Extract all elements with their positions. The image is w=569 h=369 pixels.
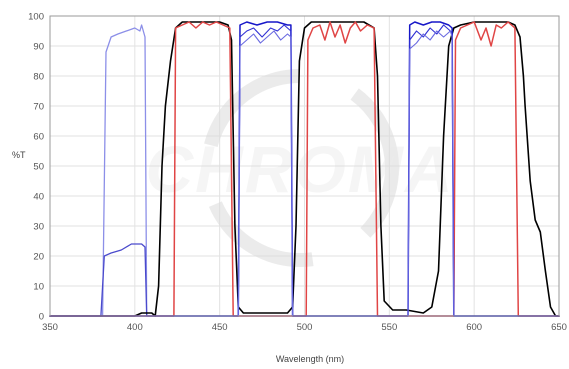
- y-tick-label: 60: [33, 132, 44, 143]
- watermark-text: CHROMA: [146, 132, 455, 206]
- x-axis-ticks: 350 400 450 500 550 600 650: [42, 322, 567, 333]
- y-axis-title: %T: [12, 150, 26, 160]
- watermark: CHROMA: [146, 69, 455, 267]
- x-tick-label: 600: [466, 322, 482, 333]
- y-tick-label: 0: [39, 312, 44, 323]
- x-tick-label: 400: [127, 322, 143, 333]
- y-tick-label: 70: [33, 102, 44, 113]
- plot-area-frame: [49, 15, 560, 317]
- y-tick-label: 90: [33, 42, 44, 53]
- y-tick-label: 10: [33, 282, 44, 293]
- x-tick-label: 650: [551, 322, 567, 333]
- watermark-ring: [201, 69, 399, 267]
- y-tick-label: 30: [33, 222, 44, 233]
- x-tick-label: 550: [381, 322, 397, 333]
- series-line-4: [49, 21, 560, 317]
- x-tick-label: 450: [212, 322, 228, 333]
- x-tick-label: 500: [297, 322, 313, 333]
- y-tick-label: 80: [33, 72, 44, 83]
- y-tick-label: 40: [33, 192, 44, 203]
- y-tick-label: 100: [28, 12, 44, 23]
- y-axis-ticks: 0 10 20 30 40 50 60 70 80 90 100: [28, 12, 44, 323]
- y-tick-label: 20: [33, 252, 44, 263]
- y-tick-label: 50: [33, 162, 44, 173]
- series-line-2: [49, 243, 560, 317]
- x-tick-label: 350: [42, 322, 58, 333]
- series-line-1: [49, 24, 560, 317]
- x-axis-title: Wavelength (nm): [276, 354, 344, 364]
